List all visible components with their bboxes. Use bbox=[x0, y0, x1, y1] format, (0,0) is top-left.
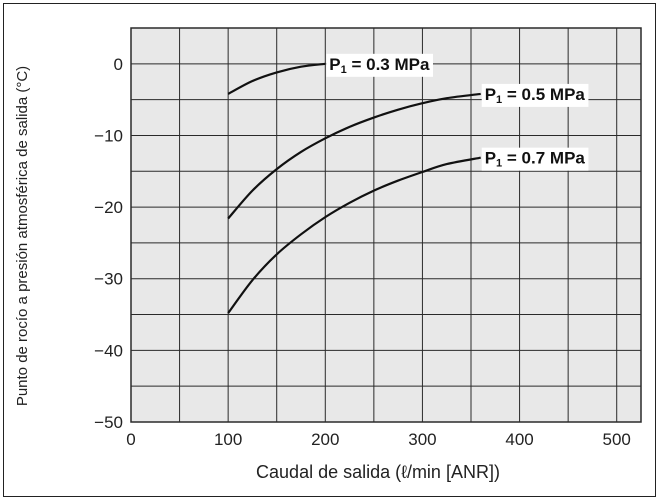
y-tick-label: −10 bbox=[94, 126, 123, 145]
x-axis-title: Caudal de salida (ℓ/min [ANR]) bbox=[256, 462, 500, 482]
series-line bbox=[227, 156, 481, 314]
series-label-background bbox=[326, 53, 433, 77]
series-label-background bbox=[481, 83, 589, 107]
series-line bbox=[227, 62, 326, 95]
x-tick-label: 100 bbox=[214, 430, 242, 449]
y-tick-label: −50 bbox=[94, 413, 123, 432]
x-tick-labels: 0 100 200 300 400 500 bbox=[126, 430, 631, 449]
series-labels: P1 = 0.3 MPa P1 = 0.5 MPa P1 = 0.7 MPa bbox=[326, 53, 589, 171]
series-label: P1 = 0.3 MPa bbox=[329, 55, 430, 76]
series-line bbox=[227, 92, 481, 220]
series-lines bbox=[227, 62, 481, 314]
y-tick-label: −20 bbox=[94, 198, 123, 217]
x-tick-label: 0 bbox=[126, 430, 135, 449]
y-tick-label: 0 bbox=[114, 55, 123, 74]
x-tick-label: 500 bbox=[603, 430, 631, 449]
y-tick-label: −30 bbox=[94, 270, 123, 289]
y-tick-label: −40 bbox=[94, 341, 123, 360]
x-tick-label: 200 bbox=[311, 430, 339, 449]
grid-lines bbox=[131, 28, 641, 422]
series-label-background bbox=[481, 147, 589, 171]
x-tick-label: 400 bbox=[505, 430, 533, 449]
y-axis-title: Punto de rocío a presión atmosférica de … bbox=[14, 66, 31, 406]
series-label: P1 = 0.5 MPa bbox=[485, 85, 586, 106]
x-tick-label: 300 bbox=[408, 430, 436, 449]
series-label: P1 = 0.7 MPa bbox=[485, 149, 586, 170]
y-tick-labels: 0 −10 −20 −30 −40 −50 bbox=[94, 55, 123, 432]
